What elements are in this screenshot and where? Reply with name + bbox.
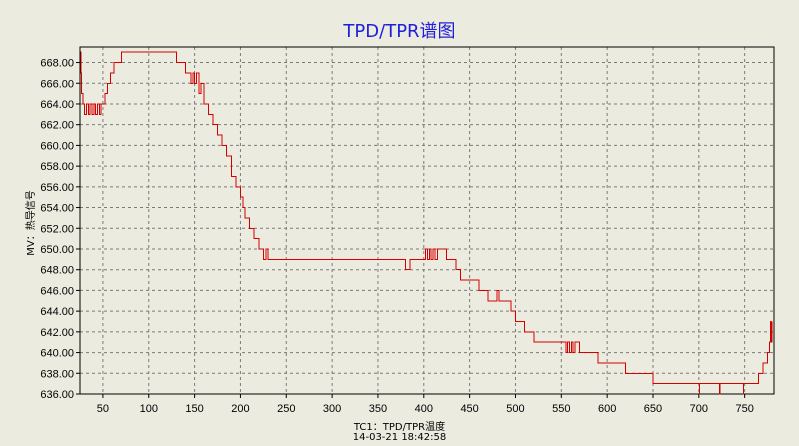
y-tick-label: 648.00: [40, 265, 74, 277]
x-tick-label: 700: [690, 403, 708, 415]
x-tick-label: 250: [277, 403, 295, 415]
y-tick-label: 666.00: [40, 78, 74, 90]
x-tick-label: 350: [369, 403, 387, 415]
timestamp: 14-03-21 18:42:58: [352, 432, 447, 443]
x-tick-label: 100: [140, 403, 158, 415]
y-tick-label: 658.00: [40, 161, 74, 173]
x-tick-label: 150: [185, 403, 203, 415]
x-tick-label: 550: [552, 403, 570, 415]
y-tick-label: 662.00: [40, 120, 74, 132]
y-tick-label: 646.00: [40, 285, 74, 297]
y-tick-label: 652.00: [40, 223, 74, 235]
y-tick-label: 640.00: [40, 348, 74, 360]
x-tick-label: 450: [460, 403, 478, 415]
plot-area: [80, 47, 774, 394]
x-tick-label: 400: [415, 403, 433, 415]
plot-frame: [79, 46, 775, 395]
chart-title: TPD/TPR谱图: [343, 21, 456, 42]
x-tick-label: 750: [735, 403, 753, 415]
y-tick-label: 636.00: [40, 389, 74, 401]
y-tick-label: 668.00: [40, 58, 74, 70]
x-tick-label: 300: [323, 403, 341, 415]
y-tick-label: 664.00: [40, 99, 74, 111]
y-tick-label: 660.00: [40, 140, 74, 152]
y-tick-label: 654.00: [40, 203, 74, 215]
y-tick-label: 650.00: [40, 244, 74, 256]
x-tick-label: 650: [644, 403, 662, 415]
y-tick-label: 644.00: [40, 306, 74, 318]
signal-series-line: [80, 51, 773, 395]
x-axis-label: TC1：TPD/TPR温度: [353, 422, 446, 433]
x-tick-label: 600: [598, 403, 616, 415]
y-tick-label: 638.00: [40, 368, 74, 380]
y-tick-label: 656.00: [40, 182, 74, 194]
y-tick-label: 642.00: [40, 327, 74, 339]
x-tick-label: 200: [231, 403, 249, 415]
x-tick-label: 500: [506, 403, 524, 415]
y-axis-label: MV：热导信号: [24, 190, 37, 255]
x-tick-label: 50: [97, 403, 109, 415]
